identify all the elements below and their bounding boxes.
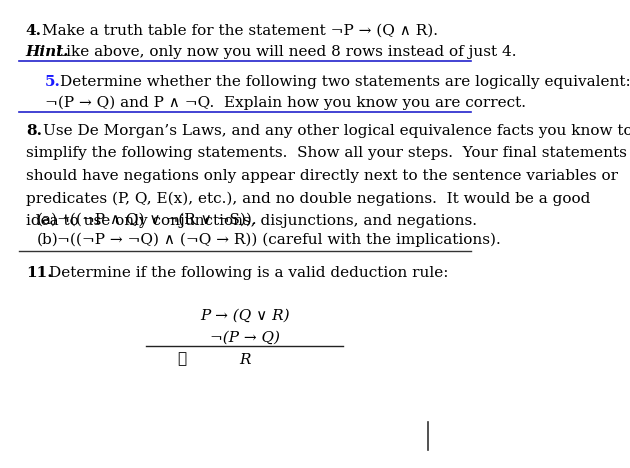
Text: 8.: 8. <box>26 124 42 138</box>
Text: 11.: 11. <box>26 266 52 280</box>
Text: (b): (b) <box>37 233 59 247</box>
Text: Like above, only now you will need 8 rows instead of just 4.: Like above, only now you will need 8 row… <box>56 44 517 58</box>
Text: predicates (P, Q, E(x), etc.), and no double negations.  It would be a good: predicates (P, Q, E(x), etc.), and no do… <box>26 191 590 205</box>
Text: ¬((¬P → ¬Q) ∧ (¬Q → R)) (careful with the implications).: ¬((¬P → ¬Q) ∧ (¬Q → R)) (careful with th… <box>57 233 501 248</box>
Text: R: R <box>239 352 251 366</box>
Text: Determine whether the following two statements are logically equivalent:: Determine whether the following two stat… <box>59 75 630 89</box>
Text: Determine if the following is a valid deduction rule:: Determine if the following is a valid de… <box>49 266 449 280</box>
Text: P → (Q ∨ R): P → (Q ∨ R) <box>200 308 290 322</box>
Text: Hint.: Hint. <box>26 44 69 58</box>
Text: simplify the following statements.  Show all your steps.  Your final statements: simplify the following statements. Show … <box>26 146 627 160</box>
Text: ¬(P → Q) and P ∧ ¬Q.  Explain how you know you are correct.: ¬(P → Q) and P ∧ ¬Q. Explain how you kno… <box>45 96 526 110</box>
Text: 5.: 5. <box>45 75 61 89</box>
Text: ¬(P → Q): ¬(P → Q) <box>210 330 280 344</box>
Text: idea to use only conjunctions, disjunctions, and negations.: idea to use only conjunctions, disjuncti… <box>26 214 477 228</box>
Text: ∴: ∴ <box>178 352 186 366</box>
Text: (a): (a) <box>37 212 58 227</box>
Text: Make a truth table for the statement ¬P → (Q ∧ R).: Make a truth table for the statement ¬P … <box>42 24 438 38</box>
Text: 4.: 4. <box>26 24 42 38</box>
Text: should have negations only appear directly next to the sentence variables or: should have negations only appear direct… <box>26 169 618 183</box>
Text: ¬((¬P ∧ Q) ∨ ¬(R ∨ ¬S)).: ¬((¬P ∧ Q) ∨ ¬(R ∨ ¬S)). <box>57 212 257 227</box>
Text: Use De Morgan’s Laws, and any other logical equivalence facts you know to: Use De Morgan’s Laws, and any other logi… <box>43 124 630 138</box>
